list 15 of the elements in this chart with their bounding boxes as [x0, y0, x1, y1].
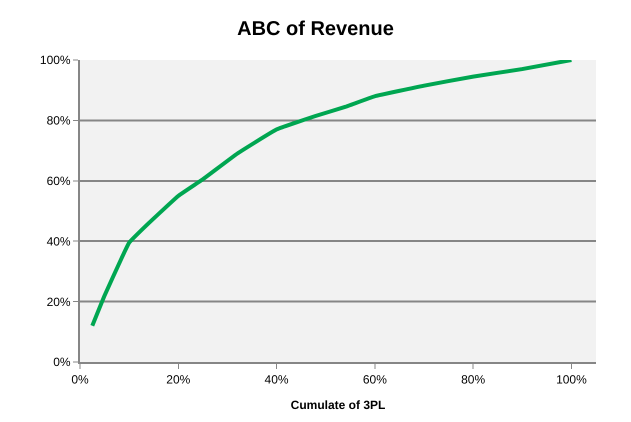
x-tick-label: 0%: [71, 372, 89, 386]
line-series: [90, 60, 574, 328]
x-tick-label: 80%: [461, 372, 486, 386]
y-tick-label: 0%: [53, 355, 71, 370]
y-tick-label: 100%: [40, 53, 71, 68]
chart-title: ABC of Revenue: [237, 18, 394, 40]
x-axis-title: Cumulate of 3PL: [290, 398, 386, 412]
x-tick-label: 60%: [362, 372, 388, 386]
y-tick-label: 80%: [46, 114, 71, 128]
y-tick-label: 40%: [46, 234, 71, 248]
x-tick-label: 100%: [556, 372, 588, 386]
x-tick-label: 20%: [166, 372, 191, 386]
y-tick-label: 60%: [46, 174, 71, 188]
x-tick-label: 40%: [264, 372, 289, 386]
y-tick-label: 20%: [46, 294, 71, 309]
